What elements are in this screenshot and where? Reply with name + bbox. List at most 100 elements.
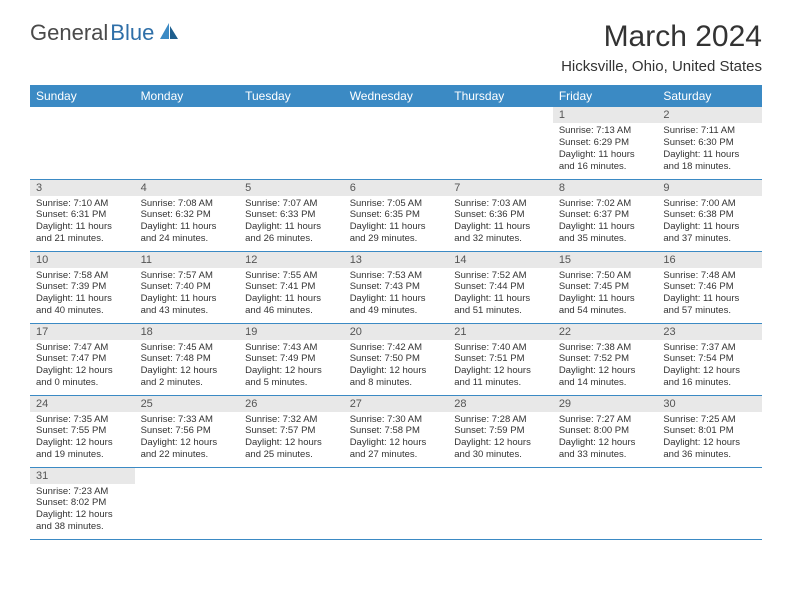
day-number: 9 [657, 180, 762, 196]
page-title: March 2024 [604, 20, 762, 54]
sunset-text: Sunset: 7:56 PM [141, 425, 234, 437]
day-number: 16 [657, 252, 762, 268]
weekday-header: Monday [135, 85, 240, 107]
sunrise-text: Sunrise: 7:37 AM [663, 342, 756, 354]
calendar-day-cell [448, 467, 553, 539]
calendar-day-cell [344, 467, 449, 539]
daylight-text: Daylight: 11 hours and 43 minutes. [141, 293, 234, 317]
day-number: 13 [344, 252, 449, 268]
logo: General Blue [30, 20, 180, 46]
calendar-day-cell: 28Sunrise: 7:28 AMSunset: 7:59 PMDayligh… [448, 395, 553, 467]
day-number: 24 [30, 396, 135, 412]
calendar-day-cell: 7Sunrise: 7:03 AMSunset: 6:36 PMDaylight… [448, 179, 553, 251]
daylight-text: Daylight: 12 hours and 22 minutes. [141, 437, 234, 461]
day-number: 30 [657, 396, 762, 412]
day-number: 11 [135, 252, 240, 268]
day-number: 17 [30, 324, 135, 340]
daylight-text: Daylight: 12 hours and 11 minutes. [454, 365, 547, 389]
calendar-day-cell: 13Sunrise: 7:53 AMSunset: 7:43 PMDayligh… [344, 251, 449, 323]
daylight-text: Daylight: 12 hours and 5 minutes. [245, 365, 338, 389]
daylight-text: Daylight: 11 hours and 18 minutes. [663, 149, 756, 173]
day-details: Sunrise: 7:08 AMSunset: 6:32 PMDaylight:… [135, 196, 240, 250]
calendar-week-row: 17Sunrise: 7:47 AMSunset: 7:47 PMDayligh… [30, 323, 762, 395]
calendar-day-cell: 17Sunrise: 7:47 AMSunset: 7:47 PMDayligh… [30, 323, 135, 395]
sunrise-text: Sunrise: 7:40 AM [454, 342, 547, 354]
calendar-week-row: 10 Sunrise: 7:58 AMSunset: 7:39 PM Dayligh… [30, 251, 762, 323]
day-details: Sunrise: 7:00 AMSunset: 6:38 PMDaylight:… [657, 196, 762, 250]
sunrise-text: Sunrise: 7:38 AM [559, 342, 652, 354]
day-details: Sunrise: 7:11 AMSunset: 6:30 PMDaylight:… [657, 123, 762, 177]
day-details: Sunrise: 7:37 AMSunset: 7:54 PMDaylight:… [657, 340, 762, 394]
sunrise-text: Sunrise: 7:13 AM [559, 125, 652, 137]
daylight-text: Daylight: 11 hours and 54 minutes. [559, 293, 652, 317]
day-details: Sunrise: 7:33 AMSunset: 7:56 PMDaylight:… [135, 412, 240, 466]
sunrise-text: Sunrise: 7:45 AM [141, 342, 234, 354]
sunset-text: Sunset: 7:59 PM [454, 425, 547, 437]
calendar-day-cell: 29Sunrise: 7:27 AMSunset: 8:00 PMDayligh… [553, 395, 658, 467]
calendar-day-cell [30, 107, 135, 179]
sunset-text: Sunset: 7:50 PM [350, 353, 443, 365]
sunrise-text: Sunrise: 7:02 AM [559, 198, 652, 210]
calendar-day-cell: 24Sunrise: 7:35 AMSunset: 7:55 PMDayligh… [30, 395, 135, 467]
day-details: Sunrise: 7:50 AMSunset: 7:45 PMDaylight:… [553, 268, 658, 322]
calendar-day-cell: 10Sunrise: 7:58 AMSunset: 7:39 PMDayligh… [30, 251, 135, 323]
sunset-text: Sunset: 7:58 PM [350, 425, 443, 437]
day-details: Sunrise: 7:35 AMSunset: 7:55 PMDaylight:… [30, 412, 135, 466]
sunrise-text: Sunrise: 7:08 AM [141, 198, 234, 210]
sunrise-text: Sunrise: 7:43 AM [245, 342, 338, 354]
day-details: Sunrise: 7:23 AMSunset: 8:02 PMDaylight:… [30, 484, 135, 538]
calendar-day-cell: 25Sunrise: 7:33 AMSunset: 7:56 PMDayligh… [135, 395, 240, 467]
sunset-text: Sunset: 6:30 PM [663, 137, 756, 149]
calendar-day-cell: 27Sunrise: 7:30 AMSunset: 7:58 PMDayligh… [344, 395, 449, 467]
calendar-day-cell [239, 107, 344, 179]
weekday-header: Wednesday [344, 85, 449, 107]
day-number: 19 [239, 324, 344, 340]
calendar-day-cell [135, 467, 240, 539]
daylight-text: Daylight: 12 hours and 27 minutes. [350, 437, 443, 461]
calendar-day-cell [135, 107, 240, 179]
sunset-text: Sunset: 7:39 PM [36, 281, 129, 293]
sunrise-text: Sunrise: 7:58 AM [36, 270, 129, 282]
day-number: 27 [344, 396, 449, 412]
sunset-text: Sunset: 7:40 PM [141, 281, 234, 293]
day-details: Sunrise: 7:52 AMSunset: 7:44 PMDaylight:… [448, 268, 553, 322]
day-number: 5 [239, 180, 344, 196]
calendar-day-cell: 23Sunrise: 7:37 AMSunset: 7:54 PMDayligh… [657, 323, 762, 395]
weekday-header: Tuesday [239, 85, 344, 107]
day-number: 4 [135, 180, 240, 196]
sunrise-text: Sunrise: 7:48 AM [663, 270, 756, 282]
sunset-text: Sunset: 7:48 PM [141, 353, 234, 365]
header-row: General Blue March 2024 [30, 20, 762, 54]
calendar-table: SundayMondayTuesdayWednesdayThursdayFrid… [30, 85, 762, 540]
sunrise-text: Sunrise: 7:42 AM [350, 342, 443, 354]
day-details: Sunrise: 7:43 AMSunset: 7:49 PMDaylight:… [239, 340, 344, 394]
day-details: Sunrise: 7:32 AMSunset: 7:57 PMDaylight:… [239, 412, 344, 466]
calendar-week-row: 31Sunrise: 7:23 AMSunset: 8:02 PMDayligh… [30, 467, 762, 539]
daylight-text: Daylight: 12 hours and 33 minutes. [559, 437, 652, 461]
sunrise-text: Sunrise: 7:03 AM [454, 198, 547, 210]
calendar-body: 1Sunrise: 7:13 AMSunset: 6:29 PMDaylight… [30, 107, 762, 539]
logo-text-general: General [30, 20, 108, 46]
day-number: 10 [30, 252, 135, 268]
location-subtitle: Hicksville, Ohio, United States [30, 58, 762, 75]
calendar-day-cell: 3Sunrise: 7:10 AMSunset: 6:31 PMDaylight… [30, 179, 135, 251]
day-number: 21 [448, 324, 553, 340]
sunset-text: Sunset: 7:43 PM [350, 281, 443, 293]
day-details: Sunrise: 7:25 AMSunset: 8:01 PMDaylight:… [657, 412, 762, 466]
calendar-day-cell: 19Sunrise: 7:43 AMSunset: 7:49 PMDayligh… [239, 323, 344, 395]
sunset-text: Sunset: 6:35 PM [350, 209, 443, 221]
day-number: 20 [344, 324, 449, 340]
sunset-text: Sunset: 8:01 PM [663, 425, 756, 437]
day-number: 23 [657, 324, 762, 340]
day-number: 25 [135, 396, 240, 412]
daylight-text: Daylight: 12 hours and 36 minutes. [663, 437, 756, 461]
calendar-day-cell: 20Sunrise: 7:42 AMSunset: 7:50 PMDayligh… [344, 323, 449, 395]
daylight-text: Daylight: 11 hours and 26 minutes. [245, 221, 338, 245]
day-number: 18 [135, 324, 240, 340]
calendar-day-cell: 15Sunrise: 7:50 AMSunset: 7:45 PMDayligh… [553, 251, 658, 323]
daylight-text: Daylight: 11 hours and 24 minutes. [141, 221, 234, 245]
day-details: Sunrise: 7:40 AMSunset: 7:51 PMDaylight:… [448, 340, 553, 394]
day-details: Sunrise: 7:57 AMSunset: 7:40 PMDaylight:… [135, 268, 240, 322]
daylight-text: Daylight: 12 hours and 30 minutes. [454, 437, 547, 461]
day-number: 1 [553, 107, 658, 123]
